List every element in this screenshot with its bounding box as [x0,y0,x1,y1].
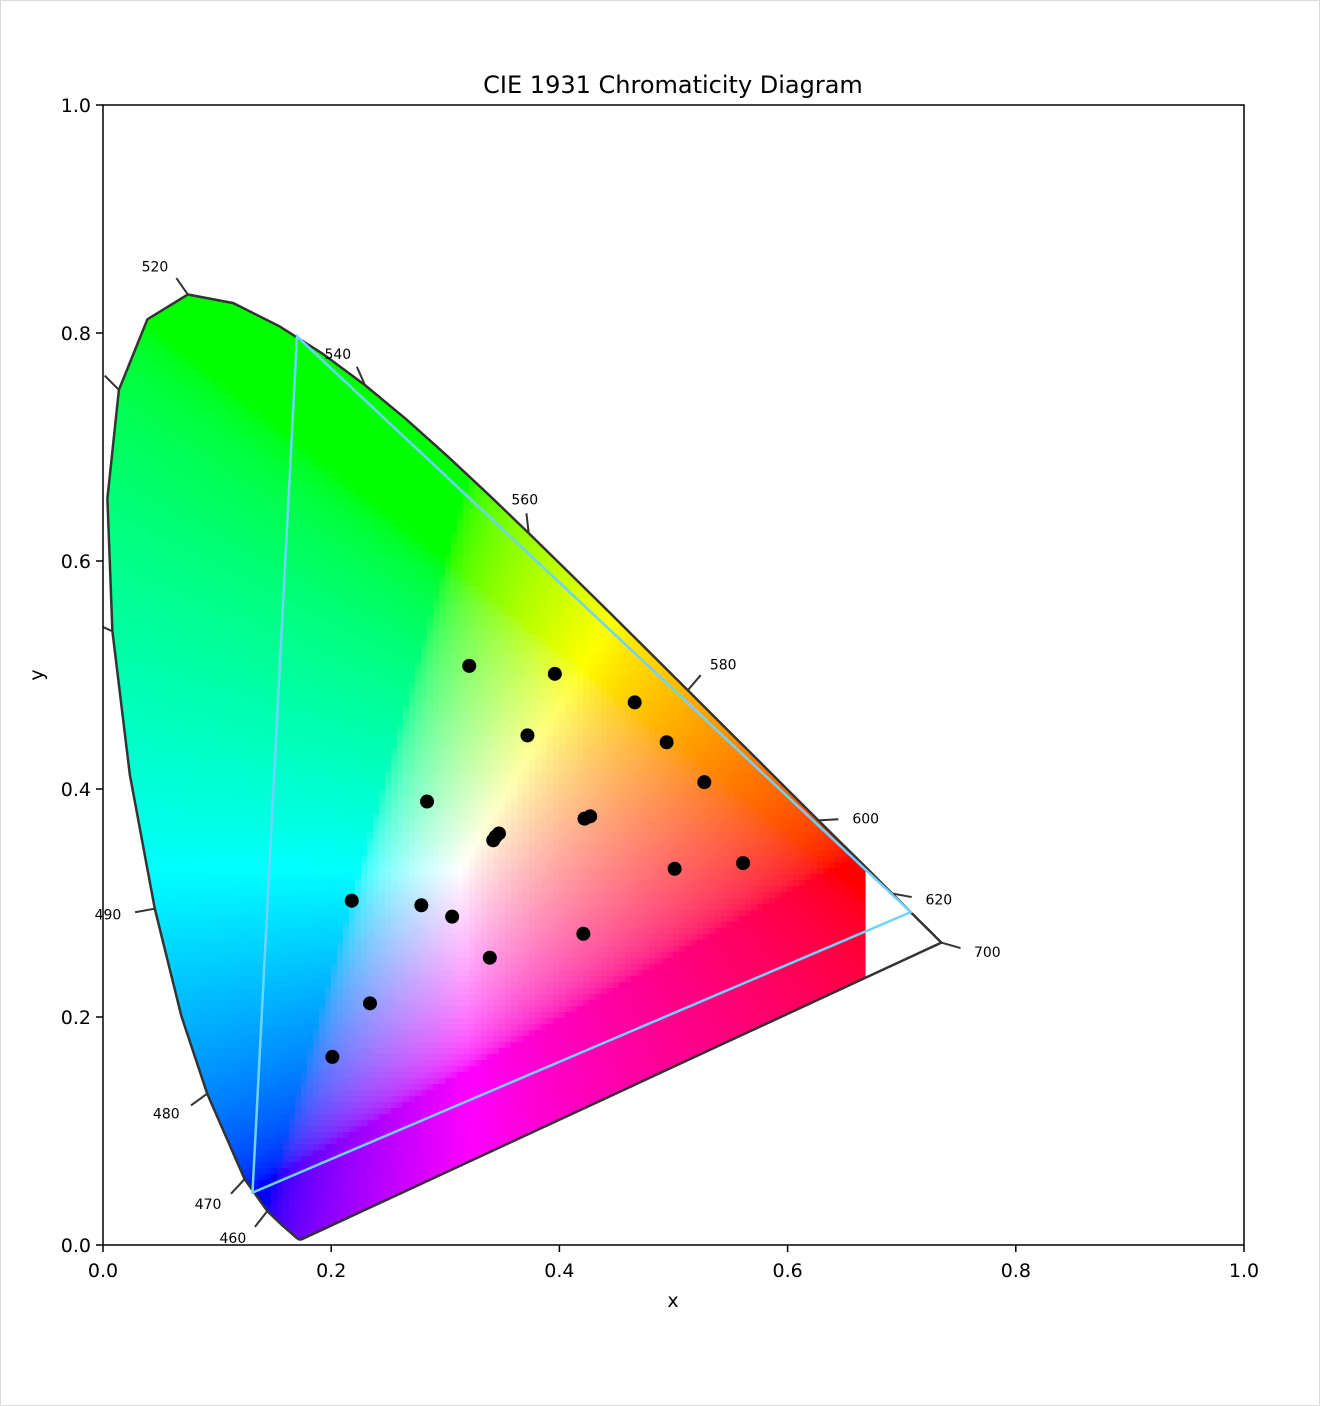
wavelength-tick [230,1178,246,1195]
gamut-triangle [251,333,914,1195]
wavelength-label: 520 [142,260,169,276]
data-point [488,829,503,844]
y-axis-label: y [26,669,48,680]
data-point [627,695,642,710]
wavelength-tick [941,941,961,950]
wavelength-tick [687,674,702,691]
data-point [659,735,674,750]
y-tick-label: 0.8 [61,323,91,345]
data-point [667,861,682,876]
wavelength-tick [525,513,530,534]
data-point [576,926,591,941]
data-point [420,794,435,809]
data-point [344,893,359,908]
y-axis-ticks: 0.0 0.2 0.4 0.6 0.8 1.0 [61,95,103,1257]
x-tick-label: 0.0 [88,1260,118,1282]
wavelength-label: 460 [220,1231,247,1247]
wavelength-label: 700 [974,945,1001,961]
x-tick-label: 1.0 [1229,1260,1259,1282]
y-tick-label: 1.0 [61,95,91,117]
wavelength-label: 480 [153,1107,180,1123]
x-tick-label: 0.8 [1001,1260,1031,1282]
x-tick-label: 0.6 [772,1260,802,1282]
axes-frame [102,104,1245,1246]
wavelength-tick [818,818,839,822]
wavelength-tick [134,907,155,914]
wavelength-tick [104,374,120,391]
wavelength-label: 470 [195,1197,222,1213]
x-axis-label: x [667,1290,678,1312]
sample-points [325,658,751,1064]
wavelength-label: 600 [852,811,879,827]
wavelength-label: 620 [925,893,952,909]
wavelength-label: 560 [511,492,538,508]
data-point [462,658,477,673]
spectral-locus-outline [106,293,943,1241]
y-tick-label: 0.6 [61,551,91,573]
wavelength-label: 580 [710,657,737,673]
data-point [325,1049,340,1064]
x-axis-ticks: 0.0 0.2 0.4 0.6 0.8 1.0 [88,1245,1259,1282]
y-tick-label: 0.2 [61,1007,91,1029]
data-point [736,856,751,871]
data-point [520,728,535,743]
x-tick-label: 0.4 [544,1260,574,1282]
y-tick-label: 0.0 [61,1235,91,1257]
data-point [697,775,712,790]
data-point [414,898,429,913]
data-point [445,909,460,924]
wavelength-labels: 460 470 480 490 520 540 560 580 600 620 700 [95,260,1001,1247]
wavelength-tick [355,366,366,386]
data-point [547,666,562,681]
data-point [583,809,598,824]
x-tick-label: 0.2 [316,1260,346,1282]
wavelength-label: 540 [324,347,351,363]
y-tick-label: 0.4 [61,779,91,801]
wavelength-tick [891,892,912,899]
wavelength-tick [254,1210,269,1228]
wavelength-label: 490 [95,908,122,924]
wavelength-ticks [103,277,961,1228]
data-point [362,996,377,1011]
chart-title: CIE 1931 Chromaticity Diagram [483,71,863,99]
wavelength-tick [190,1092,208,1107]
data-point [482,950,497,965]
wavelength-tick [175,277,189,296]
